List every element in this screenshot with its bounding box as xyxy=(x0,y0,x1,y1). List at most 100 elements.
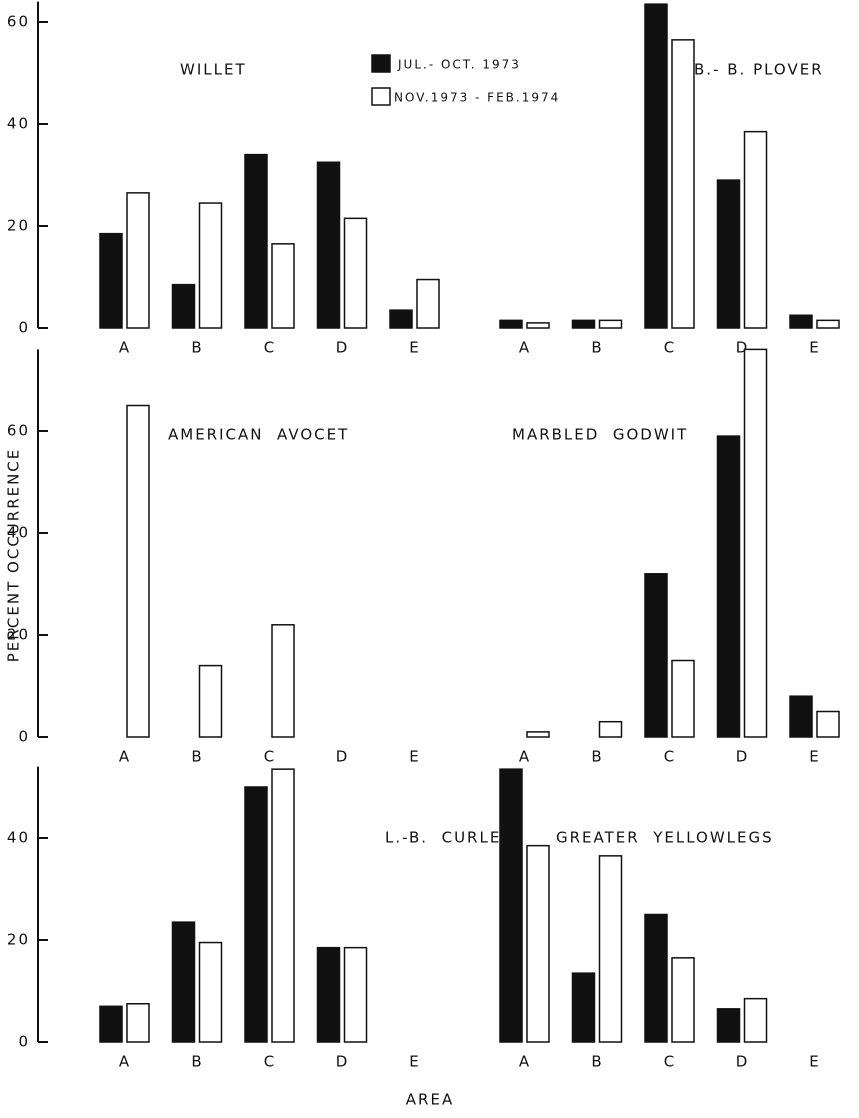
x-tick-label: A xyxy=(119,339,131,357)
y-tick-label: 0 xyxy=(18,728,30,746)
y-tick-label: 40 xyxy=(7,115,30,133)
x-tick-label: E xyxy=(409,1053,420,1071)
panel-title: WILLET xyxy=(180,61,247,79)
bar xyxy=(816,319,840,329)
bar xyxy=(171,921,196,1043)
x-tick-label: A xyxy=(519,748,531,766)
bar xyxy=(343,217,368,329)
bar xyxy=(198,664,223,738)
panel-title: L.-B. CURLEW xyxy=(385,829,518,847)
bar xyxy=(716,179,741,329)
bar xyxy=(743,348,768,738)
bar xyxy=(499,768,523,1043)
x-tick-label: E xyxy=(809,748,820,766)
x-tick-label: B xyxy=(191,339,203,357)
x-tick-label: A xyxy=(119,748,131,766)
y-tick-label: 20 xyxy=(7,626,30,644)
x-tick-label: B xyxy=(591,1053,603,1071)
bar xyxy=(244,786,268,1043)
x-tick-label: B xyxy=(591,748,603,766)
bar xyxy=(598,720,623,738)
x-tick-label: C xyxy=(264,748,276,766)
bar xyxy=(671,39,695,329)
bar xyxy=(126,1003,150,1043)
bar xyxy=(271,624,295,738)
bar xyxy=(526,731,550,738)
bar xyxy=(389,309,413,329)
x-tick-label: C xyxy=(664,748,676,766)
bar xyxy=(644,3,668,329)
y-tick-label: 20 xyxy=(7,217,30,235)
x-tick-label: D xyxy=(736,339,750,357)
y-tick-label: 20 xyxy=(7,931,30,949)
bar xyxy=(244,153,268,329)
bar xyxy=(598,855,623,1043)
bar xyxy=(271,768,295,1043)
x-tick-label: B xyxy=(591,339,603,357)
bar xyxy=(316,946,341,1043)
bar xyxy=(126,404,150,738)
bar xyxy=(671,659,695,738)
bar xyxy=(171,283,196,329)
bar xyxy=(499,319,523,329)
x-tick-label: B xyxy=(191,748,203,766)
bar xyxy=(571,972,596,1043)
legend-swatch xyxy=(371,87,391,106)
x-tick-label: E xyxy=(409,339,420,357)
y-tick-label: 60 xyxy=(7,13,30,31)
bar xyxy=(526,322,550,329)
y-tick-label: 0 xyxy=(18,1033,30,1051)
bar xyxy=(671,957,695,1043)
panel-title: GREATER YELLOWLEGS xyxy=(556,829,774,847)
bar xyxy=(716,1008,741,1043)
bar xyxy=(743,997,768,1043)
x-tick-label: D xyxy=(736,748,750,766)
legend-label: JUL.- OCT. 1973 xyxy=(397,58,521,72)
x-tick-label: C xyxy=(264,1053,276,1071)
x-tick-label: E xyxy=(809,339,820,357)
x-tick-label: C xyxy=(264,339,276,357)
bar xyxy=(716,435,741,738)
bar xyxy=(198,941,223,1043)
x-tick-label: C xyxy=(664,1053,676,1071)
x-axis-label: AREA xyxy=(406,1091,454,1109)
x-tick-label: E xyxy=(809,1053,820,1071)
x-tick-label: B xyxy=(191,1053,203,1071)
bar xyxy=(343,946,368,1043)
x-tick-label: A xyxy=(519,1053,531,1071)
bar xyxy=(126,192,150,329)
bar xyxy=(743,130,768,329)
y-tick-label: 40 xyxy=(7,829,30,847)
panel-title: AMERICAN AVOCET xyxy=(168,426,349,444)
x-tick-label: A xyxy=(519,339,531,357)
x-tick-label: D xyxy=(336,339,350,357)
y-axis-label: PERCENT OCCURRENCE xyxy=(5,448,23,663)
bar xyxy=(644,573,668,738)
bar xyxy=(816,710,840,738)
x-tick-label: E xyxy=(409,748,420,766)
x-tick-label: D xyxy=(336,748,350,766)
bar xyxy=(99,232,123,329)
legend-swatch xyxy=(371,54,391,73)
panel-title: MARBLED GODWIT xyxy=(512,426,688,444)
y-tick-label: 40 xyxy=(7,524,30,542)
bar xyxy=(644,913,668,1043)
bar xyxy=(789,695,813,738)
x-tick-label: D xyxy=(336,1053,350,1071)
y-tick-label: 60 xyxy=(7,422,30,440)
bar xyxy=(416,278,440,329)
bar xyxy=(316,161,341,329)
y-tick-label: 0 xyxy=(18,319,30,337)
bar xyxy=(598,319,623,329)
legend-label: NOV.1973 - FEB.1974 xyxy=(394,91,560,105)
bar xyxy=(271,243,295,329)
bar xyxy=(526,844,550,1043)
panel-title: B.- B. PLOVER xyxy=(694,61,824,79)
x-tick-label: A xyxy=(119,1053,131,1071)
bar xyxy=(571,319,596,329)
x-tick-label: D xyxy=(736,1053,750,1071)
bar xyxy=(198,202,223,329)
bar xyxy=(99,1005,123,1043)
bar xyxy=(789,314,813,329)
